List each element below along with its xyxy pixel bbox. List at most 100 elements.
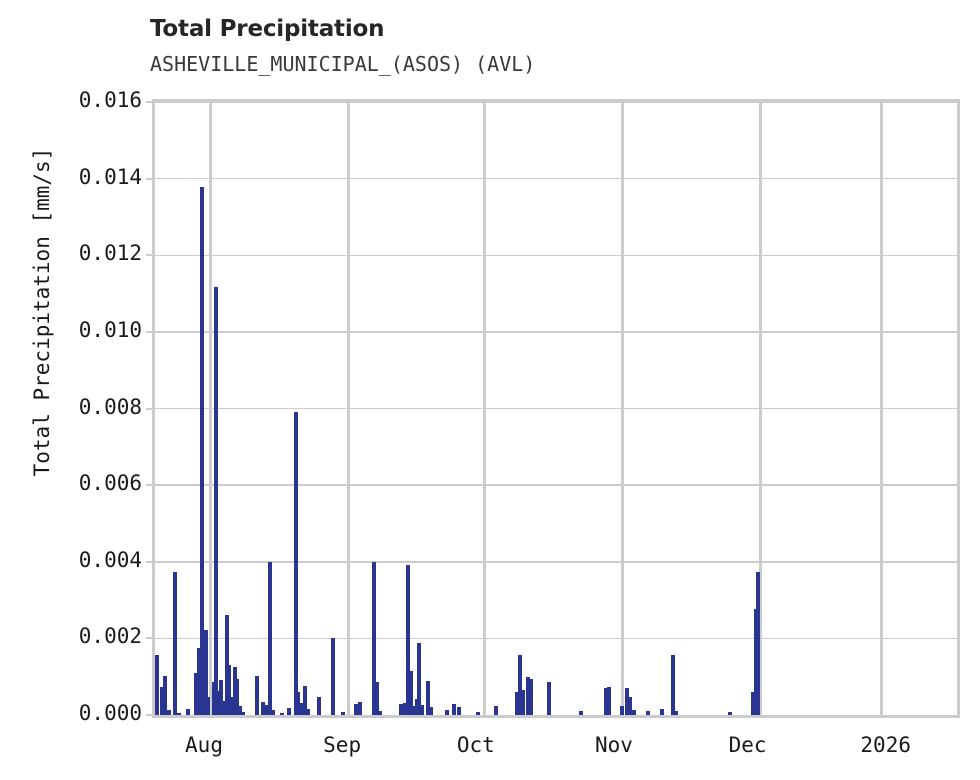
bar [217, 691, 222, 715]
bar-series [155, 102, 957, 715]
bar [411, 706, 416, 715]
y-tick-label: 0.008 [78, 394, 142, 419]
y-tick-mark [146, 407, 153, 410]
chart-title: Total Precipitation [150, 16, 385, 42]
bar [660, 708, 665, 715]
bar [670, 654, 675, 715]
y-tick-mark [146, 637, 153, 640]
y-tick-mark [146, 714, 153, 716]
bar [155, 654, 160, 715]
y-tick-mark [146, 560, 153, 563]
bar [238, 706, 243, 715]
bar [299, 702, 304, 715]
bar [287, 708, 292, 715]
bar [402, 702, 407, 715]
bar [528, 678, 533, 715]
bar [619, 706, 624, 715]
gridlines [155, 101, 957, 715]
bar [475, 711, 480, 715]
bar [193, 673, 198, 715]
plot-area [152, 99, 960, 718]
bar [428, 706, 433, 715]
bar [293, 412, 298, 715]
bar [398, 704, 403, 715]
bar [232, 667, 237, 715]
gridline-vertical [347, 102, 351, 715]
bar [526, 676, 531, 715]
bar [673, 710, 678, 715]
bar [166, 710, 171, 715]
gridline-vertical [621, 102, 625, 715]
bar [316, 696, 321, 715]
bar [270, 710, 275, 715]
gridline-vertical [209, 102, 213, 715]
gridline-vertical [483, 102, 487, 715]
bar [603, 687, 608, 715]
x-tick-label: Sep [323, 733, 362, 757]
y-tick-mark [146, 101, 153, 103]
bar [280, 713, 285, 715]
bar [518, 654, 523, 715]
y-tick-label: 0.000 [78, 701, 142, 725]
chart-subtitle: ASHEVILLE_MUNICIPAL_(ASOS) (AVL) [150, 52, 536, 76]
bar [230, 696, 235, 715]
bar [331, 638, 336, 715]
y-tick-mark [146, 177, 153, 180]
bar [211, 682, 216, 715]
gridline-horizontal [155, 484, 957, 486]
gridline-horizontal [155, 561, 957, 563]
bar [203, 629, 208, 715]
bar [756, 572, 761, 715]
x-tick-label: Dec [728, 733, 767, 757]
y-tick-label: 0.012 [78, 241, 142, 266]
bar [727, 711, 732, 715]
gridline-horizontal [155, 331, 957, 333]
bar [607, 686, 612, 715]
gridline-vertical [879, 102, 883, 715]
bar [261, 701, 266, 715]
y-tick-mark [146, 254, 153, 257]
bar [444, 709, 449, 715]
gridline-horizontal [155, 637, 957, 640]
y-axis-ticks: 0.000 0.002 0.004 0.006 0.008 0.010 0.012 0.014… [0, 0, 153, 780]
bar [224, 615, 229, 715]
bar [200, 187, 205, 715]
bar [177, 713, 182, 715]
bar [255, 675, 260, 715]
y-tick-label: 0.002 [78, 624, 142, 649]
x-tick-label: 2026 [860, 733, 911, 757]
bar [341, 711, 346, 715]
gridline-horizontal [155, 254, 957, 256]
y-tick-mark [146, 484, 153, 487]
bar [163, 675, 168, 715]
bar [514, 692, 519, 715]
bar [305, 708, 310, 715]
bar [406, 564, 411, 715]
bar [185, 708, 190, 715]
bar [408, 671, 413, 715]
x-tick-label: Oct [456, 733, 495, 757]
bar [457, 707, 462, 715]
y-tick-label: 0.006 [78, 471, 142, 496]
bar [372, 562, 377, 715]
bar [302, 685, 307, 715]
bar [357, 701, 362, 715]
bar [426, 680, 431, 715]
gridline-vertical [759, 102, 763, 715]
bar [546, 681, 551, 715]
bar [414, 698, 419, 715]
gridline-horizontal [155, 101, 957, 103]
y-tick-label: 0.004 [78, 547, 142, 572]
bar [420, 705, 425, 715]
bar [645, 711, 650, 715]
bar [375, 681, 380, 715]
bar [494, 706, 499, 715]
y-tick-mark [146, 330, 153, 333]
bar [296, 691, 301, 715]
bar [173, 572, 178, 715]
bar [417, 642, 422, 715]
y-tick-label: 0.014 [78, 164, 142, 189]
bar [160, 686, 165, 715]
bar [227, 664, 232, 715]
